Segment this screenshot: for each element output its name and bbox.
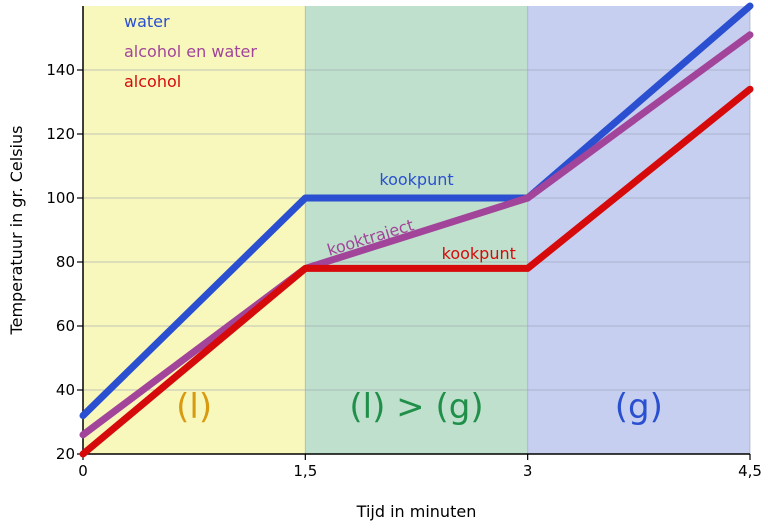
legend-entry-alcohol-en-water: alcohol en water: [124, 42, 257, 61]
phase-label-2: (l) > (g): [349, 387, 483, 427]
axes: 20 40 60 80 100 120 140 0 1,5 3 4,5: [46, 6, 762, 480]
y-tick-label: 40: [56, 381, 75, 399]
y-tick-label: 140: [46, 61, 75, 79]
phase-label-3: (g): [615, 387, 663, 427]
phase-label-1: (l): [176, 387, 212, 427]
y-tick-label: 20: [56, 445, 75, 463]
y-axis-title: Temperatuur in gr. Celsius: [7, 126, 26, 336]
series-line-alcohol: [79, 85, 754, 458]
annotation-kookpunt-1: kookpunt: [379, 170, 453, 189]
series-line-water: [79, 2, 754, 420]
annotation-kookpunt-3: kookpunt: [442, 244, 516, 263]
x-tick-label: 1,5: [293, 462, 317, 480]
phase-region-3: [527, 6, 750, 454]
x-tick-label: 0: [78, 462, 88, 480]
data-series: [79, 2, 754, 458]
x-tick-label: 4,5: [738, 462, 762, 480]
y-tick-label: 60: [56, 317, 75, 335]
x-axis-title: Tijd in minuten: [356, 502, 477, 521]
y-tick-label: 120: [46, 125, 75, 143]
legend-entry-alcohol: alcohol: [124, 72, 181, 91]
series-line-alcohol-en-water: [79, 31, 754, 439]
y-tick-label: 100: [46, 189, 75, 207]
legend-entry-water: water: [124, 12, 170, 31]
x-tick-label: 3: [523, 462, 533, 480]
y-tick-label: 80: [56, 253, 75, 271]
